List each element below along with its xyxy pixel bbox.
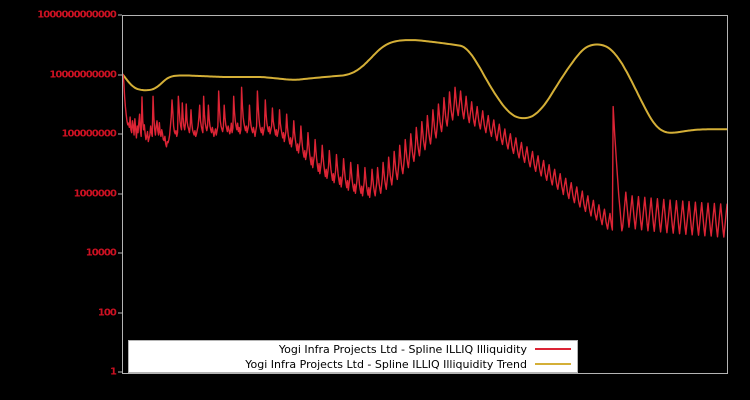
chart-canvas: [123, 39, 727, 238]
legend-swatch-trend: [535, 363, 571, 365]
legend-label-illiquidity: Yogi Infra Projects Ltd - Spline ILLIQ I…: [278, 342, 527, 356]
y-tick-mark: [118, 133, 122, 135]
y-tick-mark: [118, 371, 122, 373]
y-tick-label: 1000000000000: [37, 9, 117, 21]
y-tick-mark: [118, 312, 122, 313]
legend-swatch-illiquidity: [535, 348, 571, 350]
legend-item-trend: Yogi Infra Projects Ltd - Spline ILLIQ I…: [129, 357, 577, 372]
series-line-trend: [123, 39, 727, 134]
chart-legend: Yogi Infra Projects Ltd - Spline ILLIQ I…: [128, 340, 578, 373]
legend-label-trend: Yogi Infra Projects Ltd - Spline ILLIQ I…: [245, 357, 527, 371]
y-tick-label: 100000000: [61, 128, 116, 140]
plot-area: [122, 15, 728, 374]
legend-item-illiquidity: Yogi Infra Projects Ltd - Spline ILLIQ I…: [129, 342, 577, 357]
series-line-illiquidity: [123, 73, 727, 238]
y-tick-label: 1000000: [73, 188, 117, 199]
y-tick-label: 1: [109, 366, 117, 378]
y-tick-mark: [118, 14, 122, 16]
y-tick-label: 10000000000: [49, 69, 117, 80]
y-tick-label: 10000: [85, 247, 117, 259]
y-tick-mark: [118, 74, 122, 75]
y-axis: 1000000000000 10000000000 100000000 1000000…: [0, 0, 122, 400]
y-tick-mark: [118, 252, 122, 254]
y-tick-label: 100: [97, 307, 117, 318]
y-tick-mark: [118, 193, 122, 194]
